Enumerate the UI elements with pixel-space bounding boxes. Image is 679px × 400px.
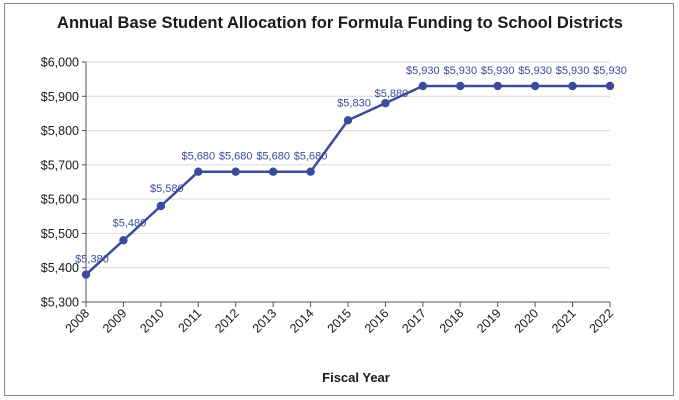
data-label: $5,680: [294, 151, 328, 163]
x-tick-label: 2013: [250, 306, 280, 336]
x-tick-label: 2016: [362, 306, 392, 336]
data-point: [381, 98, 390, 108]
x-tick-label: 2014: [287, 306, 317, 336]
data-label: $5,480: [113, 217, 147, 229]
y-axis: $5,300 $5,400 $5,500 $5,600 $5,700 $5,800 $5,9…: [41, 56, 87, 310]
data-point: [268, 167, 278, 176]
data-point: [418, 81, 428, 91]
data-point: [343, 116, 353, 125]
data-label: $5,930: [443, 65, 477, 77]
y-tick-label: $5,700: [41, 158, 79, 172]
data-point: [156, 201, 166, 211]
y-tick-label: $5,800: [41, 124, 79, 138]
data-point: [231, 167, 240, 176]
data-label: $5,930: [481, 65, 515, 77]
y-tick-label: $5,400: [41, 261, 79, 275]
x-tick-label: 2010: [137, 306, 167, 336]
x-tick-label: 2011: [175, 306, 204, 335]
data-label: $5,930: [593, 65, 627, 77]
data-label: $5,930: [556, 65, 590, 77]
data-label: $5,680: [256, 151, 290, 163]
data-label: $5,930: [518, 65, 552, 77]
series-line: [81, 81, 615, 279]
x-tick-label: 2020: [512, 306, 542, 336]
data-point: [119, 236, 128, 245]
data-point: [568, 81, 577, 91]
x-tick-label: 2008: [63, 306, 93, 336]
series-polyline: [85, 84, 610, 276]
data-label: $5,930: [406, 65, 440, 77]
data-label: $5,680: [181, 151, 215, 163]
x-tick-label: 2022: [587, 306, 617, 336]
chart-title: Annual Base Student Allocation for Formu…: [57, 14, 623, 32]
y-tick-label: $5,600: [41, 193, 79, 207]
data-point: [194, 167, 203, 176]
x-tick-label: 2012: [212, 306, 242, 336]
x-tick-label: 2009: [100, 306, 130, 336]
x-tick-label: 2021: [549, 306, 579, 336]
data-point: [456, 81, 465, 91]
data-label: $5,380: [75, 254, 109, 266]
gridlines: [86, 61, 610, 269]
x-tick-label: 2019: [474, 306, 504, 336]
data-point: [81, 270, 91, 279]
data-point: [493, 81, 502, 91]
data-point: [530, 81, 540, 91]
x-axis: 2008 2009 2010 2011 2012 2013 2014 2015 2016 2017…: [63, 301, 617, 336]
x-tick-label: 2017: [399, 306, 429, 336]
y-tick-label: $6,000: [41, 56, 79, 70]
data-point: [306, 167, 315, 176]
y-tick-label: $5,500: [41, 227, 79, 241]
y-tick-label: $5,900: [41, 90, 79, 104]
y-tick-label: $5,300: [41, 296, 79, 310]
x-tick-label: 2015: [325, 306, 355, 336]
data-labels: $5,380$5,480$5,580$5,680 $5,680 $5,680 $5,6…: [75, 65, 627, 266]
data-point: [605, 81, 615, 91]
data-label: $5,580: [150, 183, 184, 195]
data-label: $5,830: [337, 97, 371, 109]
data-label: $5,880: [375, 88, 409, 100]
data-label: $5,680: [219, 151, 253, 163]
x-axis-title: Fiscal Year: [322, 370, 390, 385]
x-tick-label: 2018: [437, 306, 467, 336]
